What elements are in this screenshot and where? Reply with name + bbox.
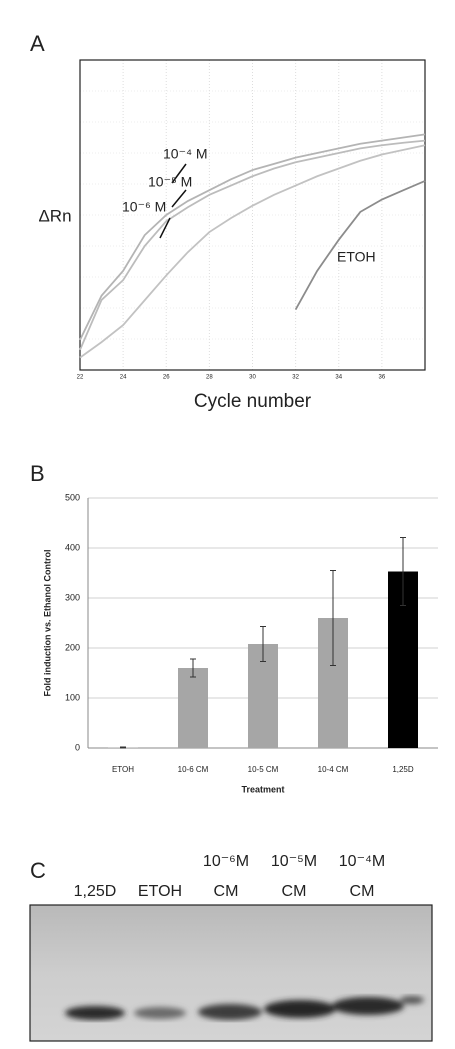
lane-label: 10⁻⁵M xyxy=(271,853,317,870)
x-tick-label: 1,25D xyxy=(392,765,414,774)
x-tick-label: 10-4 CM xyxy=(318,765,349,774)
label-leader xyxy=(171,189,187,208)
error-bar xyxy=(400,537,406,606)
y-tick-label: 100 xyxy=(65,692,80,702)
curve xyxy=(79,144,426,359)
curve-label: 10⁻⁶ M xyxy=(122,199,166,215)
x-tick-label: 30 xyxy=(249,375,256,381)
lane-label: ETOH xyxy=(138,883,182,900)
x-tick-label: 24 xyxy=(120,375,127,381)
x-tick-label: ETOH xyxy=(112,765,134,774)
lane-label: CM xyxy=(214,883,239,900)
y-axis-title: Fold induction vs. Ethanol Control xyxy=(42,550,52,697)
y-axis-title: ΔRn xyxy=(38,206,71,225)
lane-label: 10⁻⁴M xyxy=(339,853,385,870)
curve xyxy=(79,133,426,341)
x-tick-label: 32 xyxy=(292,375,299,381)
plot-frame xyxy=(79,59,426,371)
lane-label: 1,25D xyxy=(74,883,117,900)
x-axis-title: Treatment xyxy=(241,784,284,794)
y-tick-label: 500 xyxy=(65,492,80,502)
bar xyxy=(178,668,208,748)
label-leader xyxy=(171,163,187,184)
y-tick-label: 300 xyxy=(65,592,80,602)
blot xyxy=(29,904,433,1042)
curve-label: 10⁻⁴ M xyxy=(163,146,208,162)
x-tick-label: 22 xyxy=(77,375,84,381)
curve xyxy=(79,139,426,351)
lane-label: CM xyxy=(350,883,375,900)
curve-label: 10⁻⁵ M xyxy=(148,174,192,190)
lane-label: 10⁻⁶M xyxy=(203,853,249,870)
x-axis-title: Cycle number xyxy=(194,391,312,412)
label-leader xyxy=(159,217,171,239)
panel-label: A xyxy=(30,31,45,56)
error-bar xyxy=(190,658,196,678)
x-tick-label: 34 xyxy=(335,375,342,381)
error-bar xyxy=(260,626,266,662)
x-tick-label: 10-6 CM xyxy=(178,765,209,774)
y-tick-label: 200 xyxy=(65,642,80,652)
x-tick-label: 26 xyxy=(163,375,170,381)
lane-label: CM xyxy=(282,883,307,900)
x-tick-label: 36 xyxy=(379,375,386,381)
blot-bands xyxy=(65,996,424,1020)
curve xyxy=(294,180,426,310)
panel-label: B xyxy=(30,461,45,486)
panel-label: C xyxy=(30,858,46,883)
error-bar xyxy=(120,746,126,749)
curve-label: ETOH xyxy=(337,249,376,265)
x-tick-label: 28 xyxy=(206,375,213,381)
y-tick-label: 0 xyxy=(75,742,80,752)
y-tick-label: 400 xyxy=(65,542,80,552)
x-tick-label: 10-5 CM xyxy=(248,765,279,774)
error-bar xyxy=(330,570,336,666)
